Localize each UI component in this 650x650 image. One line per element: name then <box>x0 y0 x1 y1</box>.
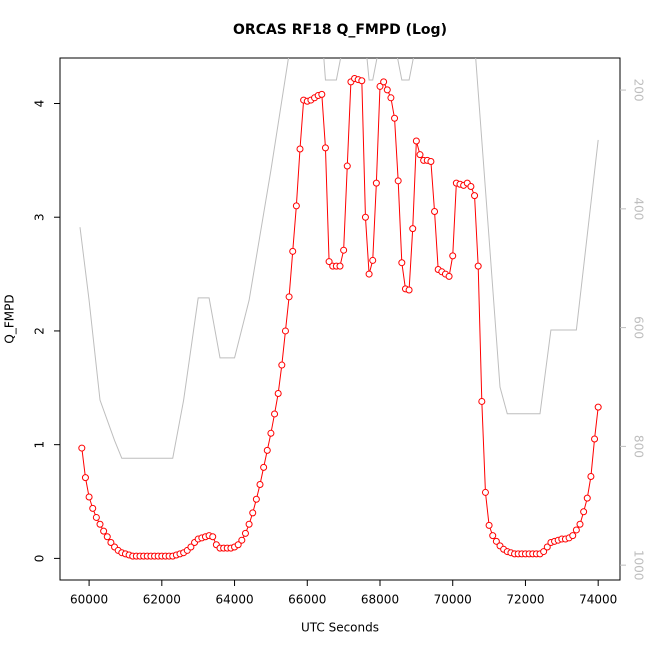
data-point <box>325 258 333 266</box>
data-point <box>591 435 599 443</box>
y2-tick-label: 400 <box>632 197 646 220</box>
data-point <box>100 527 108 535</box>
data-point <box>416 151 424 159</box>
data-point <box>238 536 246 544</box>
data-point <box>376 82 384 90</box>
data-point <box>249 509 257 517</box>
data-point <box>103 533 111 541</box>
data-point <box>234 541 242 549</box>
data-point <box>278 361 286 369</box>
data-point <box>580 508 588 516</box>
data-point <box>478 397 486 405</box>
data-point <box>263 446 271 454</box>
y2-tick-label: 200 <box>632 79 646 102</box>
data-point <box>471 192 479 200</box>
data-point <box>431 208 439 216</box>
data-point <box>358 77 366 85</box>
x-tick-label: 72000 <box>506 593 544 607</box>
data-point <box>369 256 377 264</box>
data-point <box>485 521 493 529</box>
data-point <box>583 494 591 502</box>
data-point <box>318 90 326 98</box>
x-axis-label: UTC Seconds <box>301 621 379 635</box>
data-point <box>252 495 260 503</box>
data-point <box>289 247 297 255</box>
data-point <box>187 543 195 551</box>
data-point <box>336 262 344 270</box>
data-point <box>281 327 289 335</box>
data-point <box>78 444 86 452</box>
data-point <box>321 144 329 152</box>
series-line <box>79 58 599 459</box>
y-axis-label: Q_FMPD <box>3 294 17 343</box>
data-point <box>274 389 282 397</box>
data-point <box>409 225 417 233</box>
data-point <box>271 410 279 418</box>
x-tick-label: 62000 <box>143 593 181 607</box>
data-point <box>365 270 373 278</box>
data-point <box>474 262 482 270</box>
data-point <box>467 183 475 191</box>
data-point <box>296 145 304 153</box>
y2-tick-label: 600 <box>632 316 646 339</box>
x-tick-label: 66000 <box>288 593 326 607</box>
series-line <box>81 77 599 557</box>
data-point <box>481 488 489 496</box>
data-point <box>594 403 602 411</box>
y-tick-label: 4 <box>33 100 47 108</box>
y2-tick-label: 1000 <box>632 550 646 581</box>
data-point <box>285 293 293 301</box>
data-point <box>340 246 348 254</box>
data-point <box>489 532 497 540</box>
data-point <box>587 473 595 481</box>
data-point <box>209 533 217 541</box>
data-point <box>398 259 406 267</box>
data-point <box>540 548 548 556</box>
plot-frame <box>59 57 621 581</box>
x-tick-label: 60000 <box>70 593 108 607</box>
data-point <box>543 543 551 551</box>
data-point <box>89 504 97 512</box>
data-point <box>256 480 264 488</box>
chart-title: ORCAS RF18 Q_FMPD (Log) <box>233 22 447 38</box>
y2-tick-label: 800 <box>632 435 646 458</box>
data-point <box>380 78 388 86</box>
y-tick-label: 0 <box>33 555 47 563</box>
plot-area <box>78 58 602 560</box>
data-point <box>92 513 100 521</box>
data-point <box>96 520 104 528</box>
data-point <box>569 532 577 540</box>
data-point <box>292 202 300 210</box>
data-point <box>492 537 500 545</box>
data-point <box>405 286 413 294</box>
data-point <box>361 213 369 221</box>
data-point <box>387 94 395 102</box>
data-point <box>391 114 399 122</box>
data-point <box>267 429 275 437</box>
y-tick-label: 3 <box>33 213 47 221</box>
data-point <box>85 493 93 501</box>
data-point <box>572 526 580 534</box>
data-point <box>445 272 453 280</box>
x-tick-label: 70000 <box>434 593 472 607</box>
x-tick-label: 74000 <box>579 593 617 607</box>
data-point <box>241 529 249 537</box>
data-point <box>81 474 89 482</box>
data-point <box>383 86 391 94</box>
data-point <box>343 162 351 170</box>
data-point <box>449 252 457 260</box>
data-point <box>245 520 253 528</box>
data-point <box>260 463 268 471</box>
data-point <box>412 137 420 145</box>
x-tick-label: 64000 <box>215 593 253 607</box>
x-tick-label: 68000 <box>361 593 399 607</box>
data-point <box>107 538 115 546</box>
data-point <box>576 520 584 528</box>
y-tick-label: 2 <box>33 327 47 335</box>
data-point <box>427 157 435 165</box>
y-tick-label: 1 <box>33 441 47 449</box>
data-point <box>372 179 380 187</box>
data-point <box>394 177 402 185</box>
